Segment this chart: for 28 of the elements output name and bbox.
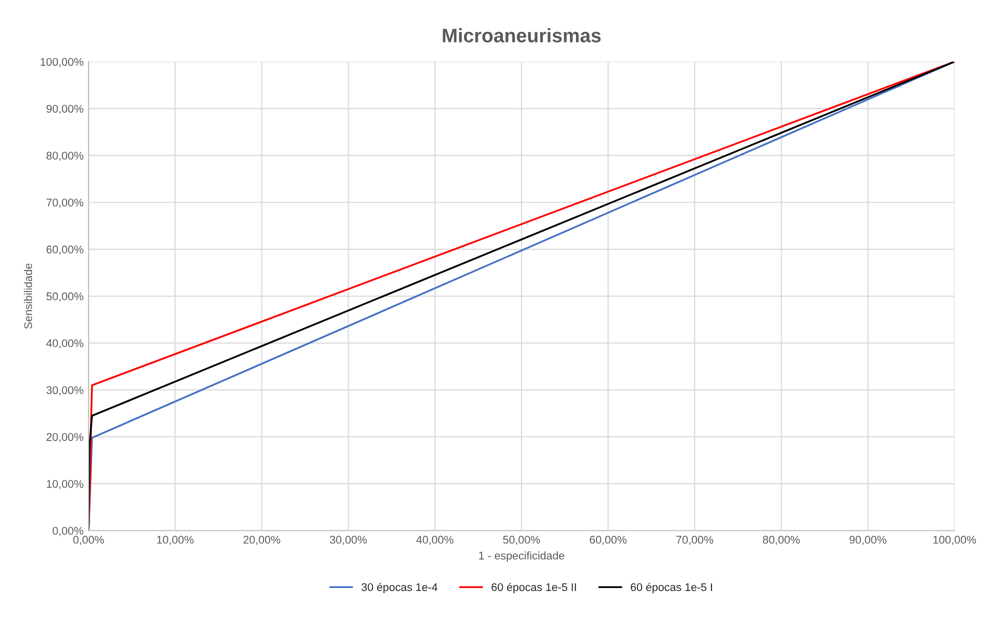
x-axis-title: 1 - especificidade <box>479 551 564 562</box>
y-tick-label: 50,00% <box>46 292 84 302</box>
x-tick-label: 30,00% <box>330 536 367 545</box>
y-tick-label: 80,00% <box>46 152 84 161</box>
y-tick-label: 90,00% <box>46 104 84 114</box>
chart-title: Microaneurismas <box>442 28 601 42</box>
x-tick-label: 10,00% <box>157 536 194 545</box>
y-tick-label: 30,00% <box>46 386 84 396</box>
x-tick-label: 20,00% <box>243 536 280 545</box>
legend-label: 30 épocas 1e-4 <box>362 582 438 594</box>
y-tick-label: 100,00% <box>40 58 84 68</box>
y-axis-title: Sensibilidade <box>24 264 32 329</box>
x-tick-label: 100,00% <box>933 536 976 545</box>
y-tick-label: 10,00% <box>46 480 84 490</box>
x-tick-label: 50,00% <box>503 536 540 545</box>
x-tick-label: 90,00% <box>850 536 886 545</box>
y-tick-label: 0,00% <box>52 526 84 536</box>
x-tick-label: 40,00% <box>416 536 454 545</box>
y-tick-label: 40,00% <box>46 339 84 348</box>
y-tick-label: 20,00% <box>46 433 84 442</box>
legend-label: 60 épocas 1e-5 II <box>492 582 576 594</box>
x-tick-label: 80,00% <box>762 536 800 545</box>
x-tick-label: 70,00% <box>676 536 714 545</box>
legend-label: 60 épocas 1e-5 I <box>630 582 712 594</box>
y-tick-label: 60,00% <box>46 246 84 255</box>
y-tick-label: 70,00% <box>46 198 84 208</box>
x-tick-label: 0,00% <box>73 536 104 545</box>
x-tick-label: 60,00% <box>590 536 627 545</box>
